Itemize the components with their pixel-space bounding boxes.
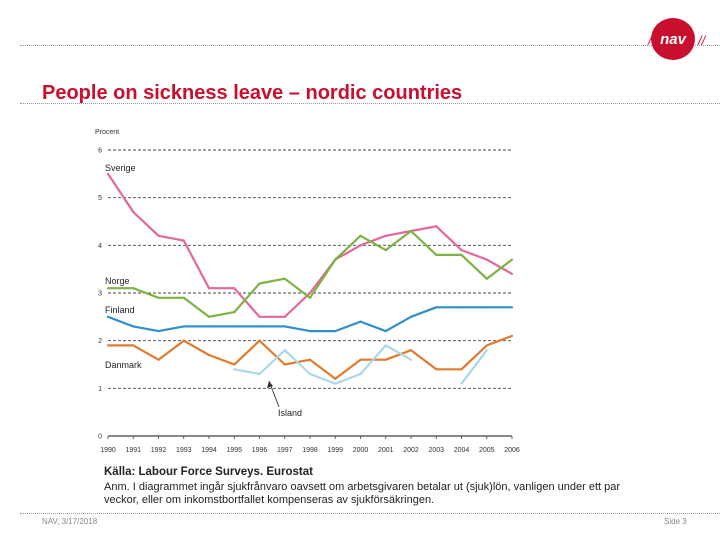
- x-tick-label: 2004: [454, 447, 470, 454]
- x-tick-label: 1999: [327, 447, 343, 454]
- y-tick-label: 4: [98, 243, 102, 250]
- series-line-sverige: [107, 173, 513, 318]
- series-line-island: [234, 344, 412, 385]
- x-tick-label: 2000: [353, 447, 369, 454]
- x-tick-label: 1994: [201, 447, 217, 454]
- svg-text:/: /: [647, 33, 653, 48]
- chart-x-ticks: 1990 1991 1992 1993 1994 1995 1996 1997 1998 1999…: [100, 436, 520, 454]
- footer-date: NAV, 3/17/2018: [42, 517, 98, 526]
- series-line-norge: [108, 229, 513, 318]
- caption-source: Källa: Labour Force Surveys. Eurostat: [104, 466, 313, 478]
- svg-text://: //: [697, 33, 707, 48]
- top-divider: [20, 45, 720, 46]
- y-tick-label: 3: [98, 291, 102, 298]
- y-tick-label: 5: [98, 195, 102, 202]
- chart-caption: Källa: Labour Force Surveys. Eurostat An…: [104, 466, 634, 507]
- series-label-finland: Finland: [105, 305, 135, 315]
- logo-text: nav: [660, 31, 688, 48]
- footer-page-number: Side 3: [664, 517, 687, 526]
- title-divider: [20, 103, 720, 104]
- x-tick-label: 1995: [226, 447, 242, 454]
- chart-gridlines: [108, 149, 512, 437]
- x-tick-label: 1993: [176, 447, 192, 454]
- x-tick-label: 2005: [479, 447, 495, 454]
- x-tick-label: 2002: [403, 447, 419, 454]
- x-tick-label: 1997: [277, 447, 293, 454]
- series-label-sverige: Sverige: [105, 163, 136, 173]
- x-tick-label: 1992: [151, 447, 167, 454]
- series-norge: [106, 229, 514, 318]
- series-label-norge: Norge: [105, 276, 130, 286]
- series-danmark: [106, 334, 514, 380]
- y-tick-label: 0: [98, 434, 102, 441]
- series-line-danmark: [108, 334, 513, 380]
- y-tick-label: 2: [98, 338, 102, 345]
- series-finland: [106, 306, 514, 333]
- chart-series: [106, 172, 514, 385]
- page-title: People on sickness leave – nordic countr…: [42, 82, 463, 104]
- series-island: [233, 344, 488, 385]
- chart-series-labels: Sverige Norge Finland Danmark Island: [105, 163, 302, 418]
- footer-divider: [20, 513, 720, 514]
- x-tick-label: 1996: [252, 447, 268, 454]
- x-tick-label: 1990: [100, 447, 116, 454]
- nav-logo-icon: nav / //: [647, 18, 707, 60]
- x-tick-label: 2003: [428, 447, 444, 454]
- arrowhead-icon: [267, 381, 273, 388]
- series-line-finland: [107, 306, 512, 333]
- chart-y-ticks: 0 1 2 3 4 5 6: [98, 148, 102, 441]
- y-tick-label: 6: [98, 148, 102, 155]
- series-line-island: [460, 349, 488, 385]
- x-tick-label: 1998: [302, 447, 318, 454]
- x-tick-label: 2006: [504, 447, 520, 454]
- series-label-island: Island: [278, 408, 302, 418]
- caption-note: Anm. I diagrammet ingår sjukfrånvaro oav…: [104, 481, 621, 506]
- x-tick-label: 1991: [125, 447, 141, 454]
- sick-leave-line-chart: 0 1 2 3 4 5 6 1990 1991 1992 1993 1994 1995 1996 1997…: [95, 129, 520, 454]
- y-axis-label: Procent: [95, 129, 119, 136]
- series-label-danmark: Danmark: [105, 360, 142, 370]
- x-tick-label: 2001: [378, 447, 394, 454]
- y-tick-label: 1: [98, 386, 102, 393]
